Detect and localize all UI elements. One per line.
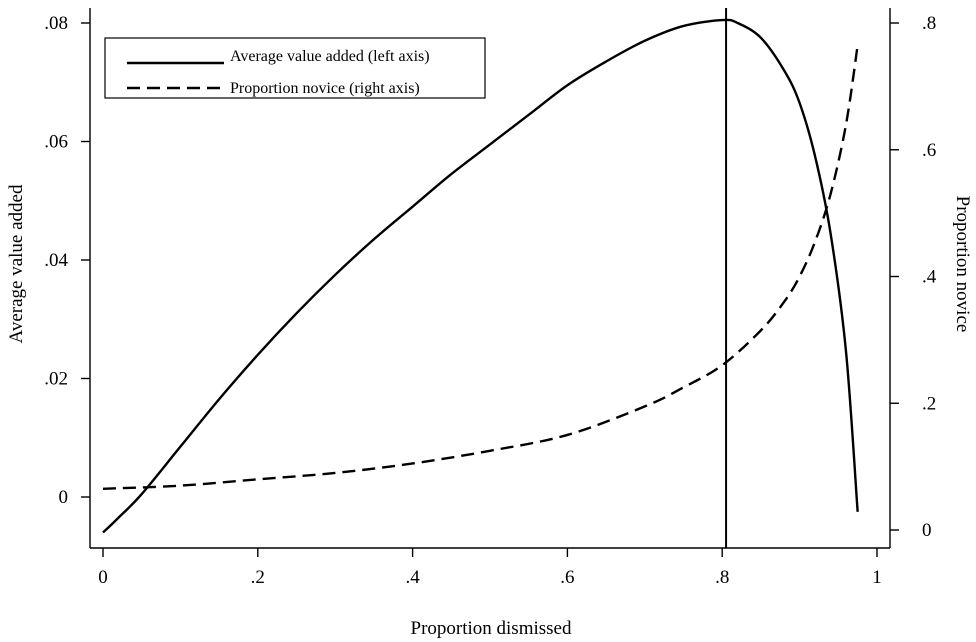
y-left-tick-label: 0 [59, 487, 69, 508]
x-tick-label: .8 [715, 567, 729, 588]
x-tick-label: .2 [251, 567, 265, 588]
x-tick-label: 1 [872, 567, 882, 588]
x-tick-label: .6 [560, 567, 574, 588]
x-axis-title: Proportion dismissed [411, 618, 572, 639]
y-left-tick-label: .08 [44, 13, 68, 34]
y-right-tick-label: 0 [922, 520, 932, 541]
legend-label-value-added: Average value added (left axis) [230, 48, 430, 65]
plot-area [102, 8, 859, 548]
ticks: 0 .2 .4 .6 .8 1 0 .02 .04 .06 .08 0 .2 .4 .6 .8 [44, 13, 937, 588]
series-line-proportion-novice [102, 45, 859, 491]
legend-label-proportion-novice: Proportion novice (right axis) [230, 80, 420, 97]
y-right-tick-label: .6 [922, 140, 936, 161]
axes [89, 8, 891, 549]
y-left-tick-label: .02 [44, 369, 68, 390]
x-tick-label: .4 [405, 567, 420, 588]
y-right-tick-label: .8 [922, 13, 936, 34]
y-left-tick-label: .04 [44, 250, 68, 271]
y-axis-left-title: Average value added [6, 184, 27, 343]
y-left-tick-label: .06 [44, 132, 68, 153]
series-line-value-added [102, 18, 859, 534]
y-axis-right-title: Proportion novice [952, 196, 973, 333]
y-right-tick-label: .4 [922, 267, 937, 288]
y-right-tick-label: .2 [922, 393, 936, 414]
x-tick-label: 0 [98, 567, 108, 588]
legend: Average value added (left axis) Proporti… [104, 37, 486, 99]
